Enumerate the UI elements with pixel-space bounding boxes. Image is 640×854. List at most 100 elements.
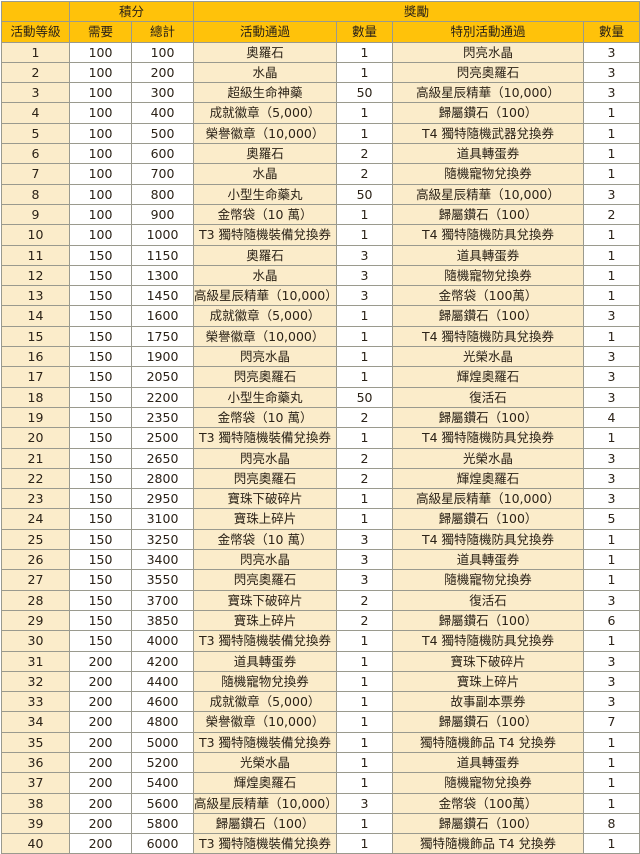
cell-qty2: 3	[583, 41, 640, 63]
cell-total: 2950	[130, 488, 195, 510]
cell-total: 5000	[130, 731, 195, 753]
cell-total: 4400	[130, 670, 195, 693]
cell-need: 150	[69, 305, 132, 327]
cell-qty2: 2	[583, 203, 640, 226]
cell-special: 歸屬鑽石（100）	[392, 203, 585, 226]
cell-qty2: 1	[583, 528, 640, 551]
cell-qty1: 1	[336, 630, 394, 652]
cell-pass: T3 獨特隨機裝備兌換券	[193, 833, 338, 854]
cell-need: 100	[69, 82, 132, 104]
table-row: 7 100 700 水晶 2 隨機寵物兌換券 1	[1, 163, 640, 185]
cell-level: 17	[1, 366, 70, 388]
cell-need: 200	[69, 751, 132, 774]
table-row: 17 150 2050 閃亮奧羅石 1 輝煌奧羅石 3	[1, 366, 640, 388]
cell-pass: 寶珠下破碎片	[193, 488, 338, 510]
table-row: 14 150 1600 成就徽章（5,000） 1 歸屬鑽石（100） 3	[1, 305, 640, 327]
cell-total: 4800	[130, 711, 195, 733]
table-row: 35 200 5000 T3 獨特隨機裝備兌換券 1 獨特隨機飾品 T4 兌換券 1	[1, 731, 640, 753]
cell-special: T4 獨特隨機防具兌換券	[392, 224, 585, 246]
cell-need: 100	[69, 143, 132, 165]
cell-qty2: 3	[583, 488, 640, 510]
cell-total: 5800	[130, 812, 195, 835]
cell-pass: 寶珠上碎片	[193, 508, 338, 530]
cell-special: 高級星辰精華（10,000）	[392, 183, 585, 205]
cell-qty2: 1	[583, 122, 640, 145]
cell-total: 2050	[130, 366, 195, 388]
cell-need: 100	[69, 203, 132, 226]
cell-special: T4 獨特隨機防具兌換券	[392, 325, 585, 348]
cell-pass: 榮譽徽章（10,000）	[193, 122, 338, 145]
cell-special: T4 獨特隨機防具兌換券	[392, 528, 585, 551]
cell-need: 150	[69, 346, 132, 368]
table-row: 37 200 5400 輝煌奧羅石 1 隨機寵物兌換券 1	[1, 772, 640, 794]
cell-qty2: 1	[583, 731, 640, 753]
cell-pass: 高級星辰精華（10,000）	[193, 792, 338, 814]
table-row: 25 150 3250 金幣袋（10 萬） 3 T4 獨特隨機防具兌換券 1	[1, 528, 640, 551]
cell-total: 400	[130, 102, 195, 124]
table-row: 9 100 900 金幣袋（10 萬） 1 歸屬鑽石（100） 2	[1, 203, 640, 226]
cell-need: 150	[69, 285, 132, 307]
cell-qty1: 2	[336, 609, 394, 632]
cell-qty2: 1	[583, 772, 640, 794]
cell-total: 3400	[130, 549, 195, 571]
cell-total: 3250	[130, 528, 195, 551]
cell-qty2: 3	[583, 467, 640, 490]
cell-total: 600	[130, 143, 195, 165]
cell-pass: 道具轉蛋券	[193, 650, 338, 672]
table-row: 13 150 1450 高級星辰精華（10,000） 3 金幣袋（100萬） 1	[1, 285, 640, 307]
cell-total: 5600	[130, 792, 195, 814]
cell-pass: T3 獨特隨機裝備兌換券	[193, 731, 338, 753]
cell-pass: 光榮水晶	[193, 751, 338, 774]
cell-pass: 閃亮奧羅石	[193, 366, 338, 388]
cell-total: 4600	[130, 691, 195, 713]
cell-level: 29	[1, 609, 70, 632]
cell-special: 歸屬鑽石（100）	[392, 406, 585, 429]
cell-special: 光榮水晶	[392, 346, 585, 368]
cell-qty1: 3	[336, 528, 394, 551]
cell-qty2: 8	[583, 812, 640, 835]
cell-need: 100	[69, 122, 132, 145]
table-row: 21 150 2650 閃亮水晶 2 光榮水晶 3	[1, 447, 640, 469]
cell-qty1: 2	[336, 589, 394, 611]
cell-special: 高級星辰精華（10,000）	[392, 82, 585, 104]
cell-level: 1	[1, 41, 70, 63]
cell-total: 200	[130, 61, 195, 84]
cell-qty1: 3	[336, 569, 394, 591]
cell-special: T4 獨特隨機武器兌換券	[392, 122, 585, 145]
table-row: 29 150 3850 寶珠上碎片 2 歸屬鑽石（100） 6	[1, 609, 640, 632]
cell-total: 300	[130, 82, 195, 104]
cell-special: 隨機寵物兌換券	[392, 772, 585, 794]
cell-qty1: 1	[336, 305, 394, 327]
cell-special: T4 獨特隨機防具兌換券	[392, 630, 585, 652]
cell-level: 7	[1, 163, 70, 185]
cell-special: 道具轉蛋券	[392, 244, 585, 266]
cell-total: 2800	[130, 467, 195, 490]
cell-special: 金幣袋（100萬）	[392, 285, 585, 307]
cell-need: 150	[69, 406, 132, 429]
cell-need: 200	[69, 812, 132, 835]
cell-special: 復活石	[392, 386, 585, 408]
column-header-need: 需要	[69, 21, 132, 43]
cell-special: 閃亮水晶	[392, 41, 585, 63]
cell-level: 22	[1, 467, 70, 490]
cell-qty2: 7	[583, 711, 640, 733]
table-row: 22 150 2800 閃亮奧羅石 2 輝煌奧羅石 3	[1, 467, 640, 490]
cell-need: 150	[69, 447, 132, 469]
cell-qty2: 3	[583, 650, 640, 672]
cell-qty1: 1	[336, 650, 394, 672]
cell-level: 24	[1, 508, 70, 530]
cell-qty1: 2	[336, 406, 394, 429]
cell-qty1: 50	[336, 82, 394, 104]
cell-level: 15	[1, 325, 70, 348]
column-header-pass: 活動通過	[193, 21, 338, 43]
cell-level: 33	[1, 691, 70, 713]
cell-pass: 輝煌奧羅石	[193, 772, 338, 794]
cell-qty2: 3	[583, 670, 640, 693]
column-header-level: 活動等級	[1, 21, 70, 43]
cell-qty1: 1	[336, 61, 394, 84]
cell-pass: 歸屬鑽石（100）	[193, 812, 338, 835]
cell-pass: 閃亮水晶	[193, 447, 338, 469]
table-row: 33 200 4600 成就徽章（5,000） 1 故事副本票券 3	[1, 691, 640, 713]
cell-qty1: 1	[336, 670, 394, 693]
cell-pass: 寶珠下破碎片	[193, 589, 338, 611]
